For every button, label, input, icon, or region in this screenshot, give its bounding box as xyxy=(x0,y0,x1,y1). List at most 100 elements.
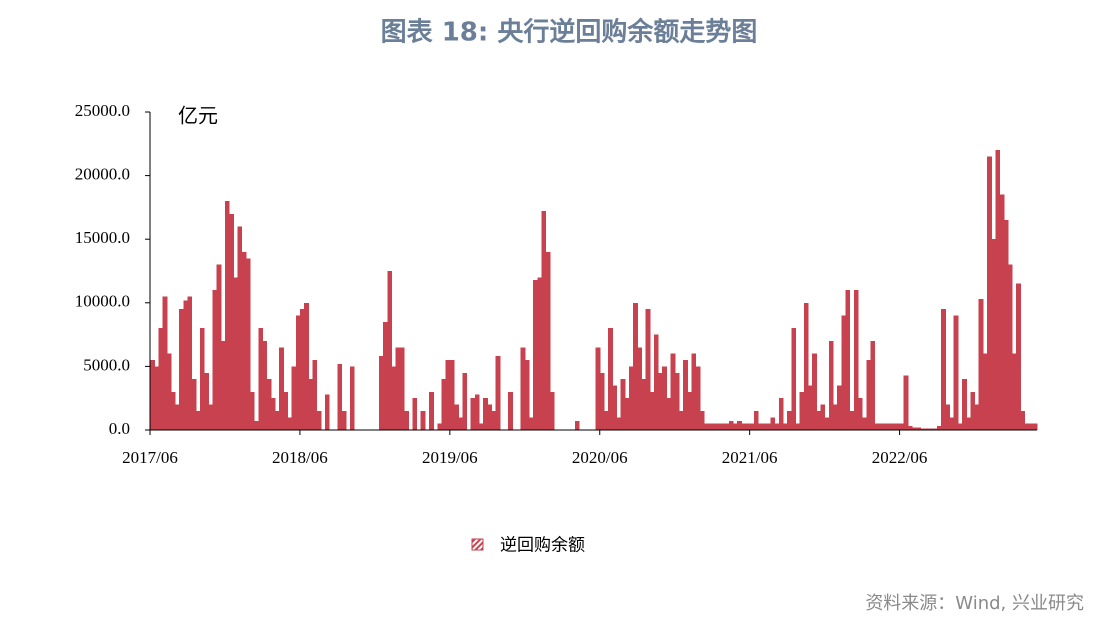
bar xyxy=(283,391,289,430)
bar xyxy=(229,213,234,430)
bar xyxy=(287,417,293,430)
bar xyxy=(753,410,759,430)
bar xyxy=(916,427,921,430)
bar xyxy=(907,426,913,430)
bar xyxy=(379,356,384,430)
chart-title: 图表 18: 央行逆回购余额走势图 xyxy=(381,17,758,48)
bar xyxy=(162,296,168,430)
bar xyxy=(658,372,663,430)
bar xyxy=(899,423,905,430)
bar xyxy=(708,423,713,430)
bar xyxy=(187,296,193,430)
bar xyxy=(179,309,184,430)
bar xyxy=(154,366,159,430)
y-tick-label: 15000.0 xyxy=(75,228,130,247)
bar xyxy=(599,372,605,430)
bar xyxy=(245,258,251,430)
x-tick-label: 2020/06 xyxy=(572,448,628,467)
bar xyxy=(462,372,468,430)
bar xyxy=(991,239,996,430)
bar xyxy=(966,417,971,430)
bar xyxy=(241,251,247,430)
bar xyxy=(716,423,722,430)
bar xyxy=(878,423,884,430)
bar xyxy=(678,410,684,430)
bar xyxy=(483,398,488,430)
bar xyxy=(874,423,880,430)
bar xyxy=(628,366,634,430)
bar xyxy=(937,426,942,430)
bar xyxy=(932,428,938,430)
bar xyxy=(308,379,314,430)
bar xyxy=(1007,264,1013,430)
bar xyxy=(633,302,638,430)
bar xyxy=(279,347,284,430)
bar xyxy=(520,347,526,430)
bar xyxy=(541,211,547,430)
bar xyxy=(324,394,330,430)
bar xyxy=(399,347,405,430)
bar xyxy=(849,410,855,430)
bar xyxy=(766,423,772,430)
bar xyxy=(487,404,493,430)
bar xyxy=(724,423,730,430)
bar xyxy=(720,423,726,430)
bar xyxy=(699,410,705,430)
bar xyxy=(912,427,917,430)
bar xyxy=(216,264,222,430)
bar xyxy=(882,423,888,430)
x-tick-label: 2019/06 xyxy=(422,448,478,467)
bar xyxy=(703,423,709,430)
bar xyxy=(691,353,697,430)
bar xyxy=(349,366,355,430)
bar xyxy=(1028,423,1034,430)
bar xyxy=(770,417,776,430)
bar xyxy=(870,340,876,430)
bar xyxy=(645,309,651,430)
legend-label: 逆回购余额 xyxy=(500,536,585,556)
bar xyxy=(312,360,318,430)
bar xyxy=(787,410,792,430)
bar xyxy=(220,340,226,430)
bar xyxy=(549,391,555,430)
bar xyxy=(441,379,447,430)
bar xyxy=(782,423,788,430)
bar xyxy=(158,328,164,430)
bar xyxy=(999,194,1005,430)
bar xyxy=(674,372,680,430)
bar xyxy=(491,410,497,430)
bar xyxy=(537,277,543,430)
bar xyxy=(637,347,642,430)
bar xyxy=(204,372,209,430)
bar xyxy=(1024,423,1030,430)
plot-area: 0.0 5000.0 10000.0 15000.0 20000.0 25000.0 201… xyxy=(75,101,1038,467)
bar xyxy=(824,417,830,430)
bar xyxy=(316,410,322,430)
bar xyxy=(295,315,301,430)
bar xyxy=(683,360,688,430)
bar xyxy=(291,366,297,430)
bar xyxy=(749,423,755,430)
bar xyxy=(1020,410,1026,430)
bar xyxy=(474,394,480,430)
bar xyxy=(270,398,276,430)
x-tick-label: 2021/06 xyxy=(722,448,778,467)
x-tick-label: 2017/06 xyxy=(122,448,178,467)
source-note: 资料来源：Wind, 兴业研究 xyxy=(865,593,1084,614)
bar xyxy=(666,398,672,430)
bar xyxy=(982,353,988,430)
bar xyxy=(928,428,934,430)
bar xyxy=(437,423,443,430)
bar xyxy=(608,328,613,430)
bar xyxy=(949,417,955,430)
bar xyxy=(853,290,859,430)
bar xyxy=(191,379,197,430)
bar xyxy=(478,423,484,430)
bar xyxy=(166,353,172,430)
bar xyxy=(612,385,618,430)
bar xyxy=(1016,283,1021,430)
y-tick-label: 0.0 xyxy=(109,419,130,438)
bar xyxy=(974,404,980,430)
